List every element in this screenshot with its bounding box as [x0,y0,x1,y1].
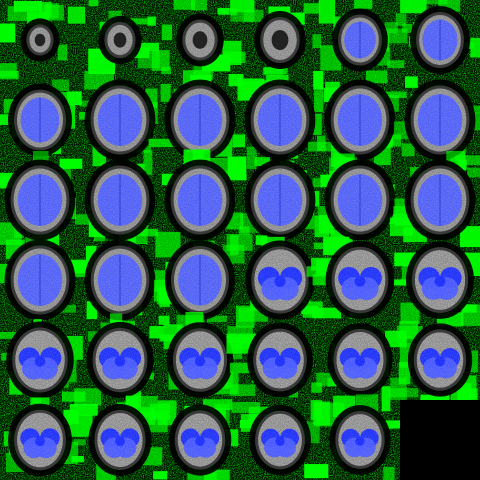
slice-tile [316,320,407,412]
slice-tile [314,153,410,249]
lower-texture [254,249,306,311]
slice-tile [0,239,94,321]
lower-texture [256,331,304,389]
lower-texture [414,250,466,310]
slice-tile [160,149,247,241]
lower-texture [338,414,382,466]
slice-tile [80,0,160,80]
slice-tile [394,76,480,162]
slice-tile [394,240,480,327]
lower-texture [416,332,464,388]
slice-tile [226,320,323,400]
slice-tile [395,0,480,80]
slice-tile [0,397,93,480]
empty-tile [400,400,480,480]
slice-tile [238,157,323,241]
slice-tile [0,0,86,80]
slice-tile [69,395,170,480]
lower-texture [258,413,302,467]
lower-texture [334,249,386,311]
slice-tile [79,71,160,167]
slice-tile [80,239,166,330]
slice-tile [237,71,324,170]
slice-tile [230,0,322,84]
lower-texture [177,413,223,467]
slice-tile [0,79,82,160]
slice-tile [389,150,480,248]
slice-tile [74,313,164,408]
slice-tile [235,235,323,328]
slice-tile [0,150,83,247]
slice-tile [307,79,407,168]
slice-tile [388,320,480,408]
lower-texture [95,330,145,390]
slice-tile [75,150,160,252]
slice-tile [318,0,408,84]
lower-texture [97,413,143,467]
slice-tile [0,319,86,404]
slice-tile [151,0,246,85]
slice-tile [148,74,246,161]
lower-texture [175,331,225,389]
lower-texture [15,330,65,390]
brain-core [192,31,208,49]
brain-core [271,29,289,51]
brain-core [113,32,127,48]
lower-texture [336,331,384,389]
slice-tile [153,399,240,480]
slice-tile [306,236,400,320]
slice-tile [158,312,254,400]
slice-tile [154,231,253,323]
slice-tile [313,394,406,480]
lower-texture [17,412,63,468]
brain-core [34,33,46,47]
